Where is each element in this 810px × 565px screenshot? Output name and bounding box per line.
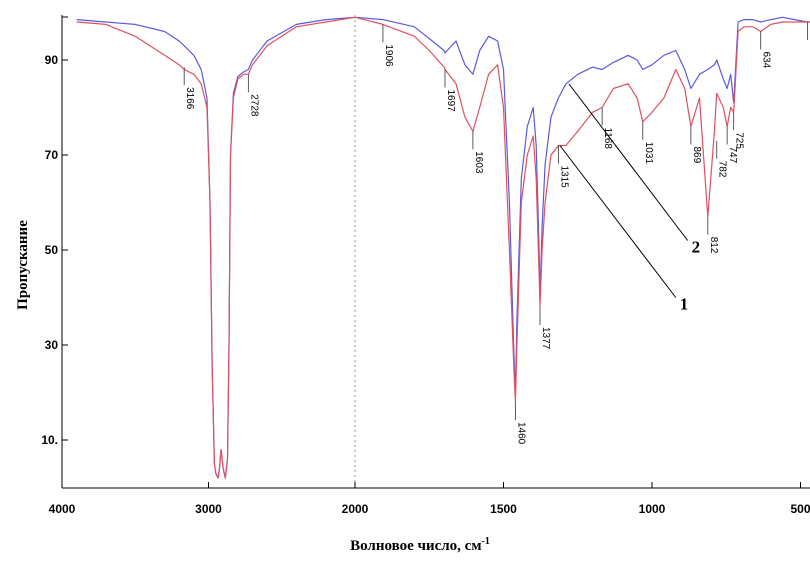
peak-label: 812 (708, 237, 719, 254)
curve-labels: 12 (559, 83, 701, 314)
x-tick-label: 4000 (49, 502, 76, 516)
curve-2-pointer (568, 83, 689, 241)
peak-label: 869 (691, 147, 702, 164)
y-axis-title: Пропускание (15, 220, 31, 310)
x-tick-label: 2000 (342, 502, 369, 516)
x-axis-title-sup: -1 (482, 536, 490, 547)
curve-1-label: 1 (680, 295, 689, 314)
peak-label: 782 (717, 161, 728, 178)
peak-label: 3166 (184, 87, 195, 110)
plot-frame (61, 15, 810, 489)
peak-label: 2728 (248, 94, 259, 117)
curve-2-label: 2 (692, 238, 701, 257)
peak-label: 476 (808, 42, 810, 59)
axis-ticks: 4000 3000 2000 1500 1000 500 10. 30 50 70 90 (41, 53, 810, 516)
y-tick-label: 30 (45, 338, 59, 352)
curve-1-pointer (559, 145, 677, 298)
peak-label: 725 (734, 132, 745, 149)
y-tick-label: 90 (45, 53, 59, 67)
y-tick-label: 50 (45, 243, 59, 257)
peak-label: 1460 (515, 422, 526, 445)
peak-label: 1031 (643, 142, 654, 165)
peak-label: 1315 (558, 166, 569, 189)
x-tick-label: 1500 (490, 502, 517, 516)
spectrum-curves (76, 16, 810, 479)
peak-label: 1168 (602, 128, 613, 150)
peak-label: 1603 (473, 151, 484, 174)
series-1-line (76, 16, 810, 479)
peak-label: 1906 (383, 44, 394, 67)
x-axis-title-text: Волновое число, см (350, 538, 481, 554)
x-tick-label: 3000 (195, 502, 222, 516)
peak-label: 634 (761, 52, 772, 69)
x-tick-label: 1000 (639, 502, 666, 516)
peak-label: 1697 (445, 90, 456, 113)
x-tick-label: 500 (790, 502, 810, 516)
peak-label: 747 (727, 147, 738, 164)
peak-label: 1377 (540, 327, 551, 350)
y-tick-label: 10. (41, 433, 58, 447)
y-tick-label: 70 (45, 148, 59, 162)
x-axis-title: Волновое число, см-1 (350, 536, 490, 554)
peak-annotations: 3166 2728 1906 1697 1603 1460 1377 1315 1168 1031… (183, 22, 810, 445)
